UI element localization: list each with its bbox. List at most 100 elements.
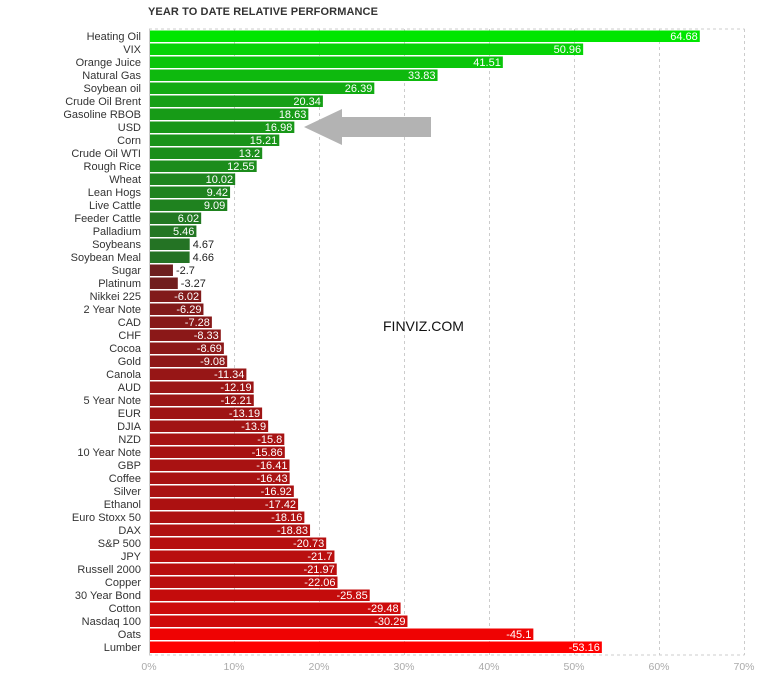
category-label: Gold — [118, 356, 141, 368]
chart-title: YEAR TO DATE RELATIVE PERFORMANCE — [148, 6, 379, 18]
category-label: 5 Year Note — [84, 395, 142, 407]
bar — [150, 108, 309, 120]
category-label: GBP — [118, 460, 141, 472]
value-label: 18.63 — [279, 109, 307, 121]
value-label: -30.29 — [374, 616, 405, 628]
value-label: -6.29 — [176, 304, 201, 316]
bar — [150, 641, 602, 653]
bar — [150, 173, 236, 185]
bar — [150, 459, 290, 471]
bar — [150, 355, 228, 367]
category-label: EUR — [118, 408, 141, 420]
x-tick-label: 40% — [478, 661, 499, 673]
category-label: Palladium — [93, 226, 141, 238]
bar — [150, 186, 231, 198]
category-label: Canola — [106, 369, 142, 381]
category-label: Rough Rice — [84, 161, 141, 173]
bar — [150, 30, 700, 42]
value-label: 41.51 — [473, 57, 501, 69]
value-label: 15.21 — [250, 135, 278, 147]
bar — [150, 537, 327, 549]
x-tick-label: 70% — [733, 661, 754, 673]
bar — [150, 199, 228, 211]
bar — [150, 407, 263, 419]
value-label: 9.09 — [204, 200, 225, 212]
category-label: Coffee — [109, 473, 141, 485]
bar — [150, 56, 503, 68]
bar — [150, 511, 305, 523]
x-tick-label: 10% — [223, 661, 244, 673]
category-label: CHF — [118, 330, 141, 342]
bar — [150, 82, 375, 94]
bar — [150, 628, 534, 640]
category-label: Lumber — [104, 642, 142, 654]
category-label: Nasdaq 100 — [82, 616, 141, 628]
category-label: NZD — [118, 434, 141, 446]
category-label: Feeder Cattle — [74, 213, 141, 225]
category-label: USD — [118, 122, 141, 134]
value-label: -8.33 — [194, 330, 219, 342]
value-label: -29.48 — [367, 603, 398, 615]
watermark: FINVIZ.COM — [383, 318, 464, 334]
bar — [150, 160, 257, 172]
x-tick-label: 20% — [308, 661, 329, 673]
value-label: 10.02 — [206, 174, 234, 186]
category-label: Crude Oil Brent — [65, 96, 141, 108]
bar — [150, 615, 408, 627]
value-label: 20.34 — [293, 96, 321, 108]
bar — [150, 368, 247, 380]
bar — [150, 316, 212, 328]
value-label: 4.67 — [193, 239, 214, 251]
bar — [150, 550, 335, 562]
bar — [150, 420, 269, 432]
category-label: Euro Stoxx 50 — [72, 512, 141, 524]
category-label: S&P 500 — [98, 538, 141, 550]
category-label: 2 Year Note — [84, 304, 142, 316]
bar — [150, 69, 438, 81]
value-label: -21.7 — [307, 551, 332, 563]
bar — [150, 95, 323, 107]
value-label: -16.92 — [261, 486, 292, 498]
bar — [150, 264, 173, 276]
value-label: -11.34 — [214, 369, 244, 381]
value-label: -16.43 — [256, 473, 287, 485]
bar — [150, 225, 197, 237]
bar — [150, 238, 190, 250]
bar — [150, 212, 202, 224]
value-label: 16.98 — [265, 122, 293, 134]
value-label: -18.83 — [277, 525, 308, 537]
value-label: -7.28 — [185, 317, 210, 329]
value-label: -13.19 — [229, 408, 260, 420]
category-label: DJIA — [117, 421, 142, 433]
category-label: Live Cattle — [89, 200, 141, 212]
value-label: -25.85 — [337, 590, 368, 602]
bar — [150, 472, 290, 484]
bar — [150, 602, 401, 614]
value-label: -17.42 — [265, 499, 296, 511]
bar — [150, 303, 204, 315]
category-label: Orange Juice — [76, 57, 141, 69]
value-label: 6.02 — [178, 213, 199, 225]
arrow-shape — [304, 109, 431, 145]
x-tick-label: 50% — [563, 661, 584, 673]
value-label: 4.66 — [193, 252, 214, 264]
category-label: Natural Gas — [82, 70, 141, 82]
category-label: DAX — [118, 525, 141, 537]
category-label: Heating Oil — [87, 31, 141, 43]
category-label: Soybean Meal — [71, 252, 141, 264]
value-label: -9.08 — [200, 356, 225, 368]
category-label: JPY — [121, 551, 142, 563]
category-label: AUD — [118, 382, 141, 394]
bar — [150, 589, 370, 601]
category-label: 30 Year Bond — [75, 590, 141, 602]
category-label: Crude Oil WTI — [71, 148, 141, 160]
value-label: 12.55 — [227, 161, 255, 173]
value-label: -45.1 — [506, 629, 531, 641]
category-label: Wheat — [109, 174, 141, 186]
x-tick-label: 30% — [393, 661, 414, 673]
category-label: VIX — [123, 44, 141, 56]
value-label: -6.02 — [174, 291, 199, 303]
value-label: 64.68 — [670, 31, 698, 43]
value-label: 5.46 — [173, 226, 194, 238]
